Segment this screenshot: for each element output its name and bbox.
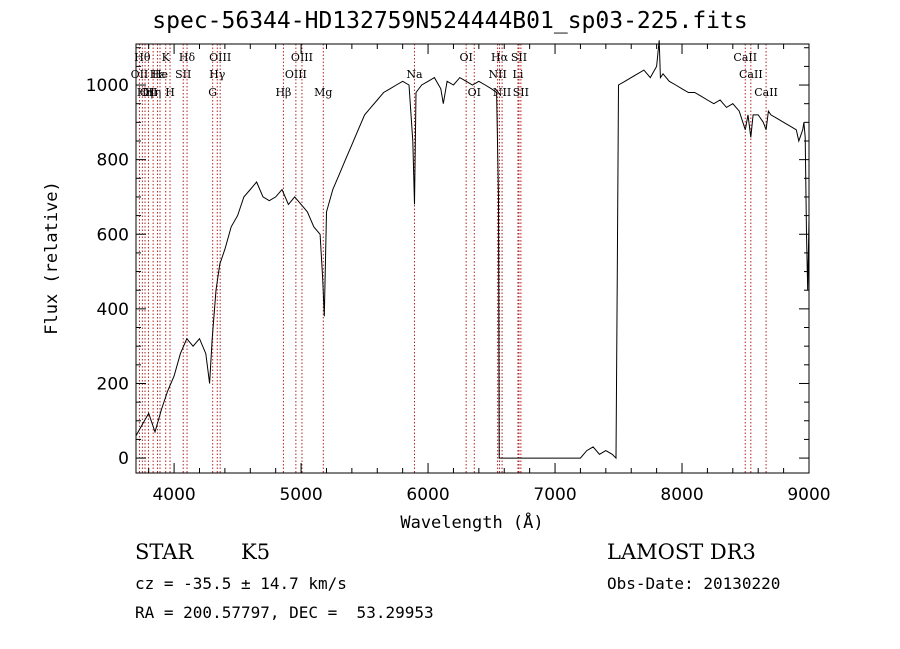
observation-date: Obs-Date: 20130220 bbox=[607, 574, 781, 593]
spectral-line-label-21: NII bbox=[488, 68, 506, 81]
spectral-line-label-18: Na bbox=[406, 68, 423, 81]
y-tick-label-0: 0 bbox=[118, 449, 129, 469]
spectral-line-label-27: CaII bbox=[733, 51, 757, 64]
object-class: STAR bbox=[135, 540, 194, 564]
spectral-line-label-8: H bbox=[165, 86, 175, 99]
sky-coordinates: RA = 200.57797, DEC = 53.29953 bbox=[135, 603, 434, 622]
x-tick-label-4: 8000 bbox=[660, 485, 703, 505]
spectral-line-label-0: OII bbox=[131, 68, 149, 81]
spectral-line-label-1: Hθ bbox=[134, 51, 151, 64]
survey-name: LAMOST DR3 bbox=[607, 540, 756, 564]
spectral-line-label-23: NII bbox=[493, 86, 511, 99]
spectral-line-label-16: OIII bbox=[291, 51, 313, 64]
spectral-line-label-7: K bbox=[162, 51, 171, 64]
spectral-line-label-28: CaII bbox=[739, 68, 763, 81]
y-tick-label-2: 400 bbox=[97, 300, 129, 320]
spectral-line-label-22: Hα bbox=[491, 51, 509, 64]
spectral-line-label-6: He bbox=[152, 68, 168, 81]
spectral-line-label-11: G bbox=[208, 86, 217, 99]
spectral-line-label-14: Hβ bbox=[275, 86, 291, 99]
spectral-line-label-12: Hγ bbox=[209, 68, 226, 81]
spectrum-series-line bbox=[135, 40, 810, 460]
x-tick-label-3: 7000 bbox=[533, 485, 576, 505]
spectral-line-label-9: SII bbox=[175, 68, 191, 81]
spectral-line-label-25: SII bbox=[511, 51, 527, 64]
spectral-line-label-26: SII bbox=[513, 86, 529, 99]
y-tick-label-1: 200 bbox=[97, 374, 129, 394]
spectral-line-label-24: Li bbox=[513, 68, 524, 81]
x-tick-label-0: 4000 bbox=[152, 485, 195, 505]
spectral-line-label-10: Hδ bbox=[179, 51, 196, 64]
spectral-line-label-20: OI bbox=[468, 86, 481, 99]
spectral-line-label-17: Mg bbox=[314, 86, 332, 99]
y-tick-label-4: 800 bbox=[97, 151, 129, 171]
spectral-line-label-3: OII bbox=[140, 86, 158, 99]
y-tick-label-5: 1000 bbox=[86, 76, 129, 96]
spectral-line-labels: OIIHθHηOIIHηHεHeKHSIIHδGHγOIIIHβOIIIOIII… bbox=[131, 51, 778, 99]
spectral-line-label-19: OI bbox=[459, 51, 472, 64]
y-tick-label-3: 600 bbox=[97, 225, 129, 245]
y-axis: 0 200 400 600 800 1000 bbox=[86, 47, 809, 469]
object-subclass: K5 bbox=[241, 540, 271, 564]
spectral-line-label-15: OIII bbox=[285, 68, 307, 81]
x-tick-label-2: 6000 bbox=[406, 485, 449, 505]
redshift-velocity: cz = -35.5 ± 14.7 km/s bbox=[135, 574, 347, 593]
spectral-line-label-29: CaII bbox=[754, 86, 778, 99]
chart-title: spec-56344-HD132759N524444B01_sp03-225.f… bbox=[152, 8, 748, 34]
x-axis-title: Wavelength (Å) bbox=[400, 511, 543, 533]
spectral-line-label-5: Hε bbox=[150, 68, 166, 81]
plot-frame bbox=[135, 43, 810, 474]
x-tick-label-5: 9000 bbox=[787, 485, 830, 505]
spectral-line-label-4: Hη bbox=[145, 86, 161, 99]
spectral-line-label-13: OIII bbox=[209, 51, 231, 64]
y-axis-title: Flux (relative) bbox=[42, 181, 62, 335]
x-axis: 4000 5000 6000 7000 8000 9000 bbox=[148, 44, 831, 505]
x-tick-label-1: 5000 bbox=[279, 485, 322, 505]
spectral-line-label-2: Hη bbox=[137, 86, 153, 99]
spectral-line-markers bbox=[138, 44, 767, 473]
